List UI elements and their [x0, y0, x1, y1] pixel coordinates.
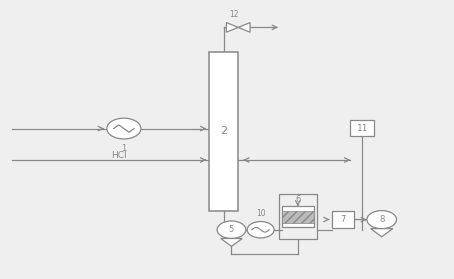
Text: HCl: HCl [111, 151, 127, 160]
Text: 1: 1 [121, 144, 127, 153]
Polygon shape [221, 239, 242, 246]
Bar [282, 206, 314, 227]
Circle shape [107, 118, 141, 139]
Text: 7: 7 [340, 215, 346, 224]
Text: 8: 8 [379, 215, 385, 224]
Text: 6: 6 [295, 195, 301, 204]
Bar [282, 211, 314, 223]
Text: 2: 2 [220, 126, 227, 136]
Polygon shape [238, 23, 250, 32]
Text: 11: 11 [356, 124, 368, 133]
Bar [350, 120, 374, 136]
Circle shape [217, 221, 246, 239]
Polygon shape [227, 23, 238, 32]
Bar [279, 194, 317, 239]
Bar [209, 52, 238, 211]
Text: 5: 5 [229, 225, 234, 234]
Text: 12: 12 [229, 10, 238, 19]
Circle shape [247, 222, 274, 238]
Polygon shape [370, 229, 393, 237]
Bar [332, 211, 354, 229]
Circle shape [367, 211, 396, 229]
Text: 10: 10 [256, 209, 266, 218]
